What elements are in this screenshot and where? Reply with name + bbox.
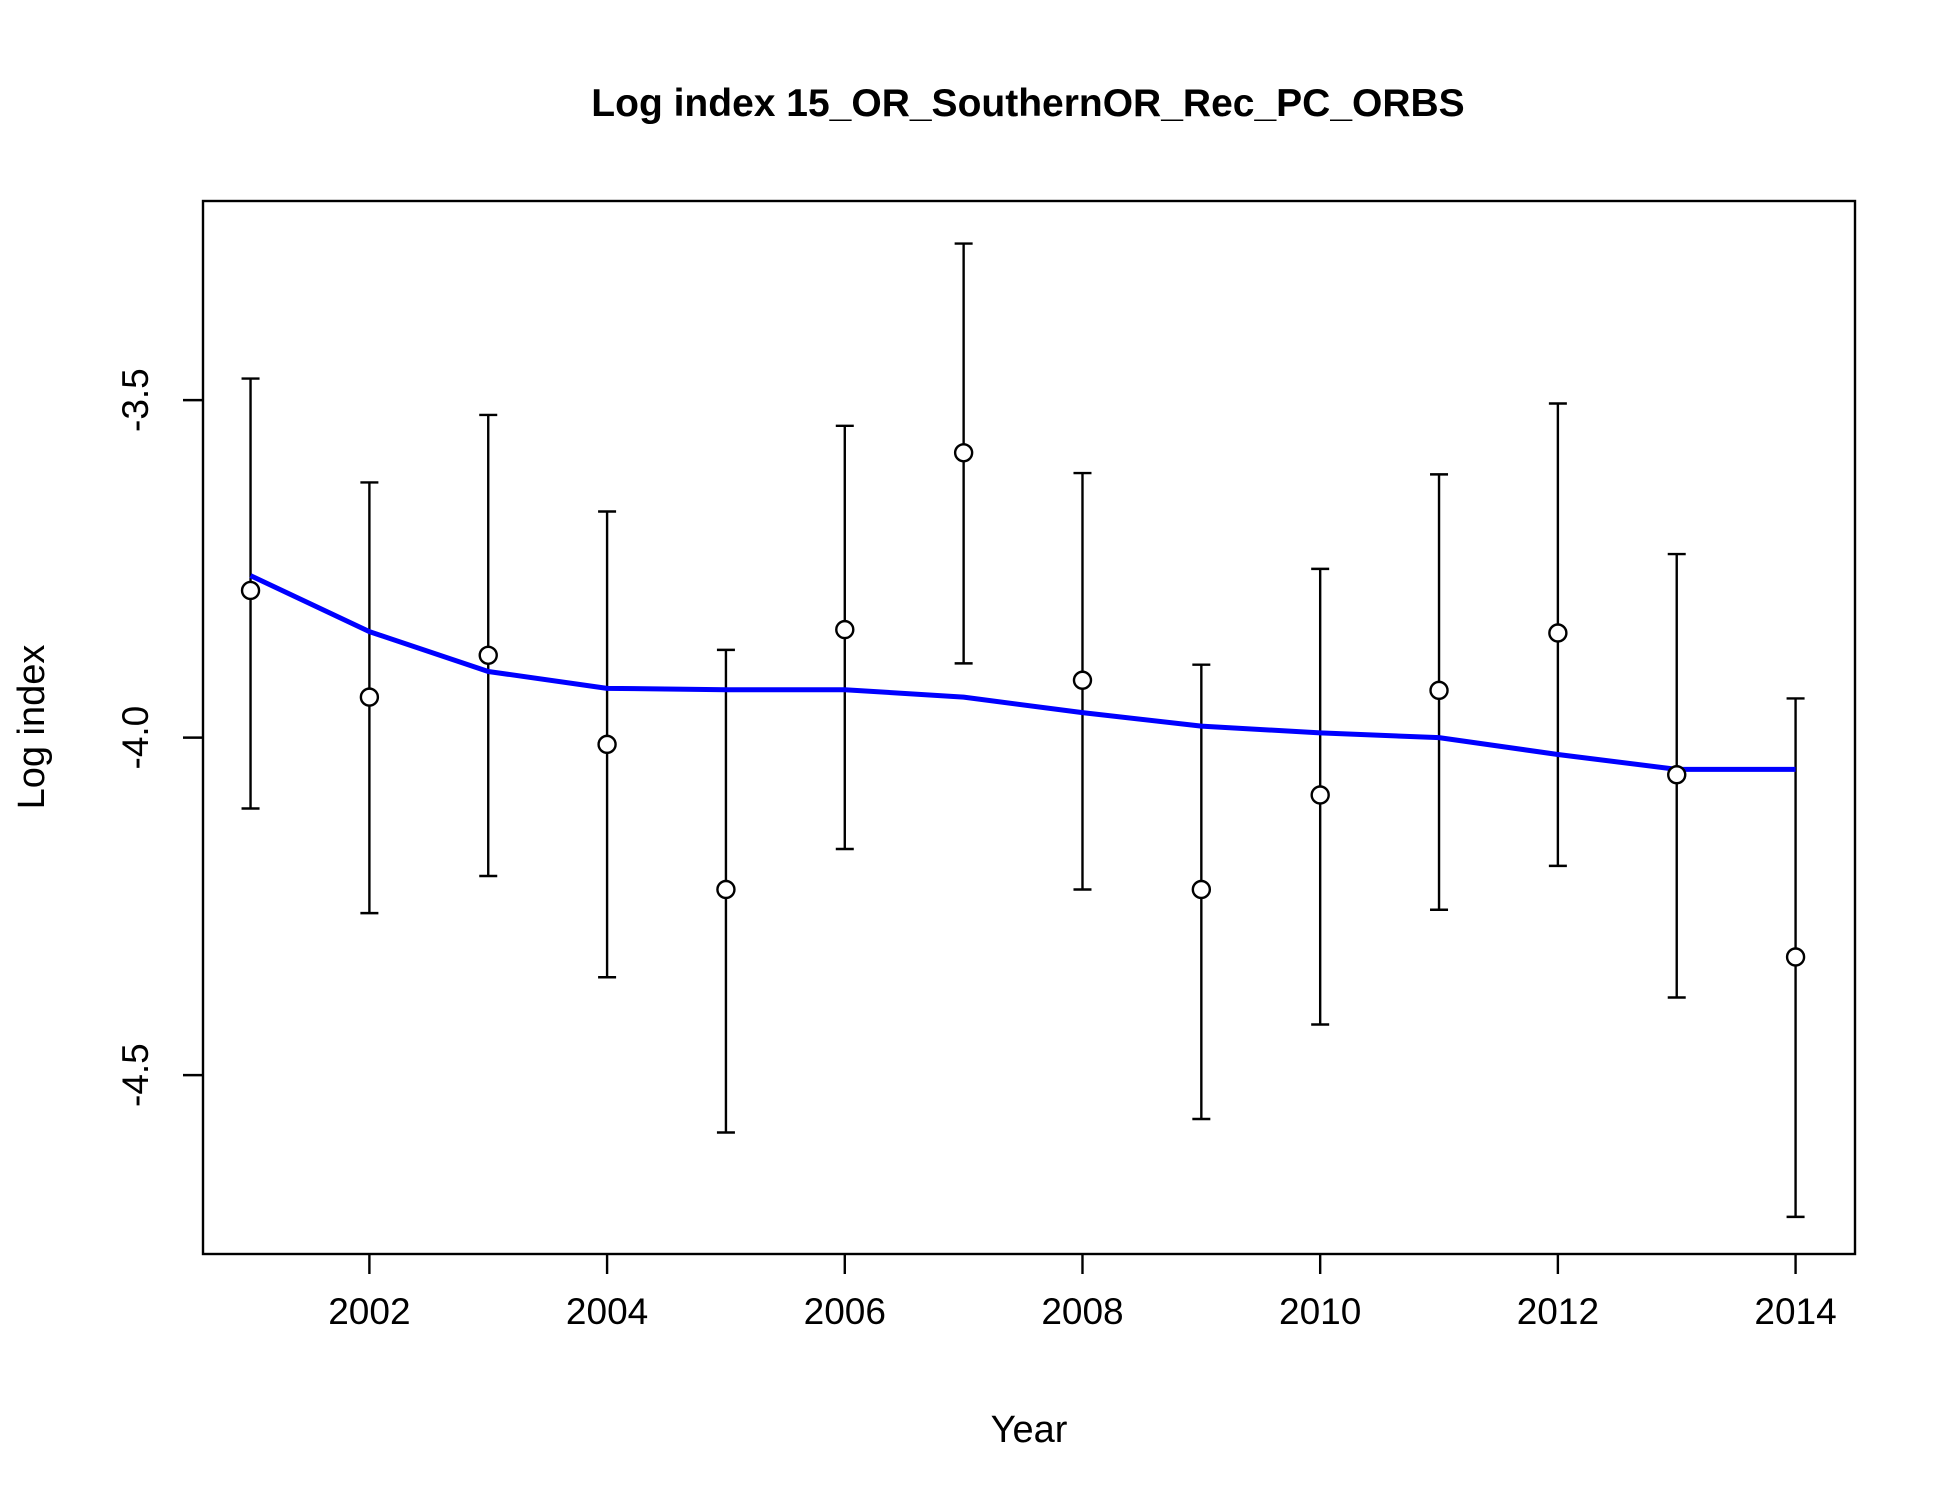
observed-point [1429,680,1449,701]
x-tick-label: 2004 [566,1291,648,1332]
error-bars [241,242,1805,1219]
expected-line [249,573,1796,772]
observed-point [478,645,498,665]
expected-line-group [249,573,1796,772]
x-tick-label: 2006 [804,1291,886,1332]
y-tick-label: -4.0 [115,706,156,770]
observed-point [1072,670,1093,690]
observed-point [240,580,261,601]
y-axis-label: Log index [11,645,53,810]
observed-point [835,619,855,640]
x-tick-label: 2008 [1041,1291,1123,1332]
observed-point [716,879,736,900]
observed-point [1548,623,1568,643]
x-tick-label: 2002 [328,1291,410,1332]
x-tick-label: 2010 [1279,1291,1361,1332]
y-tick-label: -4.5 [115,1043,156,1107]
observed-point [359,687,380,707]
observed-point [1785,947,1806,967]
observed-point [953,443,974,463]
observed-point [1667,765,1687,785]
observed-point [597,734,617,755]
observed-points [240,443,1806,967]
x-tick-label: 2014 [1754,1291,1836,1332]
observed-point [1191,879,1212,900]
y-tick-label: -3.5 [115,368,156,432]
x-axis-label: Year [991,1409,1068,1451]
plot-frame [201,199,1857,1256]
observed-point [1310,785,1330,805]
y-axis: -3.5 -4.0 -4.5 [115,368,203,1107]
chart-title: Log index 15_OR_SouthernOR_Rec_PC_ORBS [591,82,1464,125]
x-tick-label: 2012 [1517,1291,1599,1332]
x-axis: 2002 2004 2006 2008 2010 2012 2014 [328,1254,1837,1332]
